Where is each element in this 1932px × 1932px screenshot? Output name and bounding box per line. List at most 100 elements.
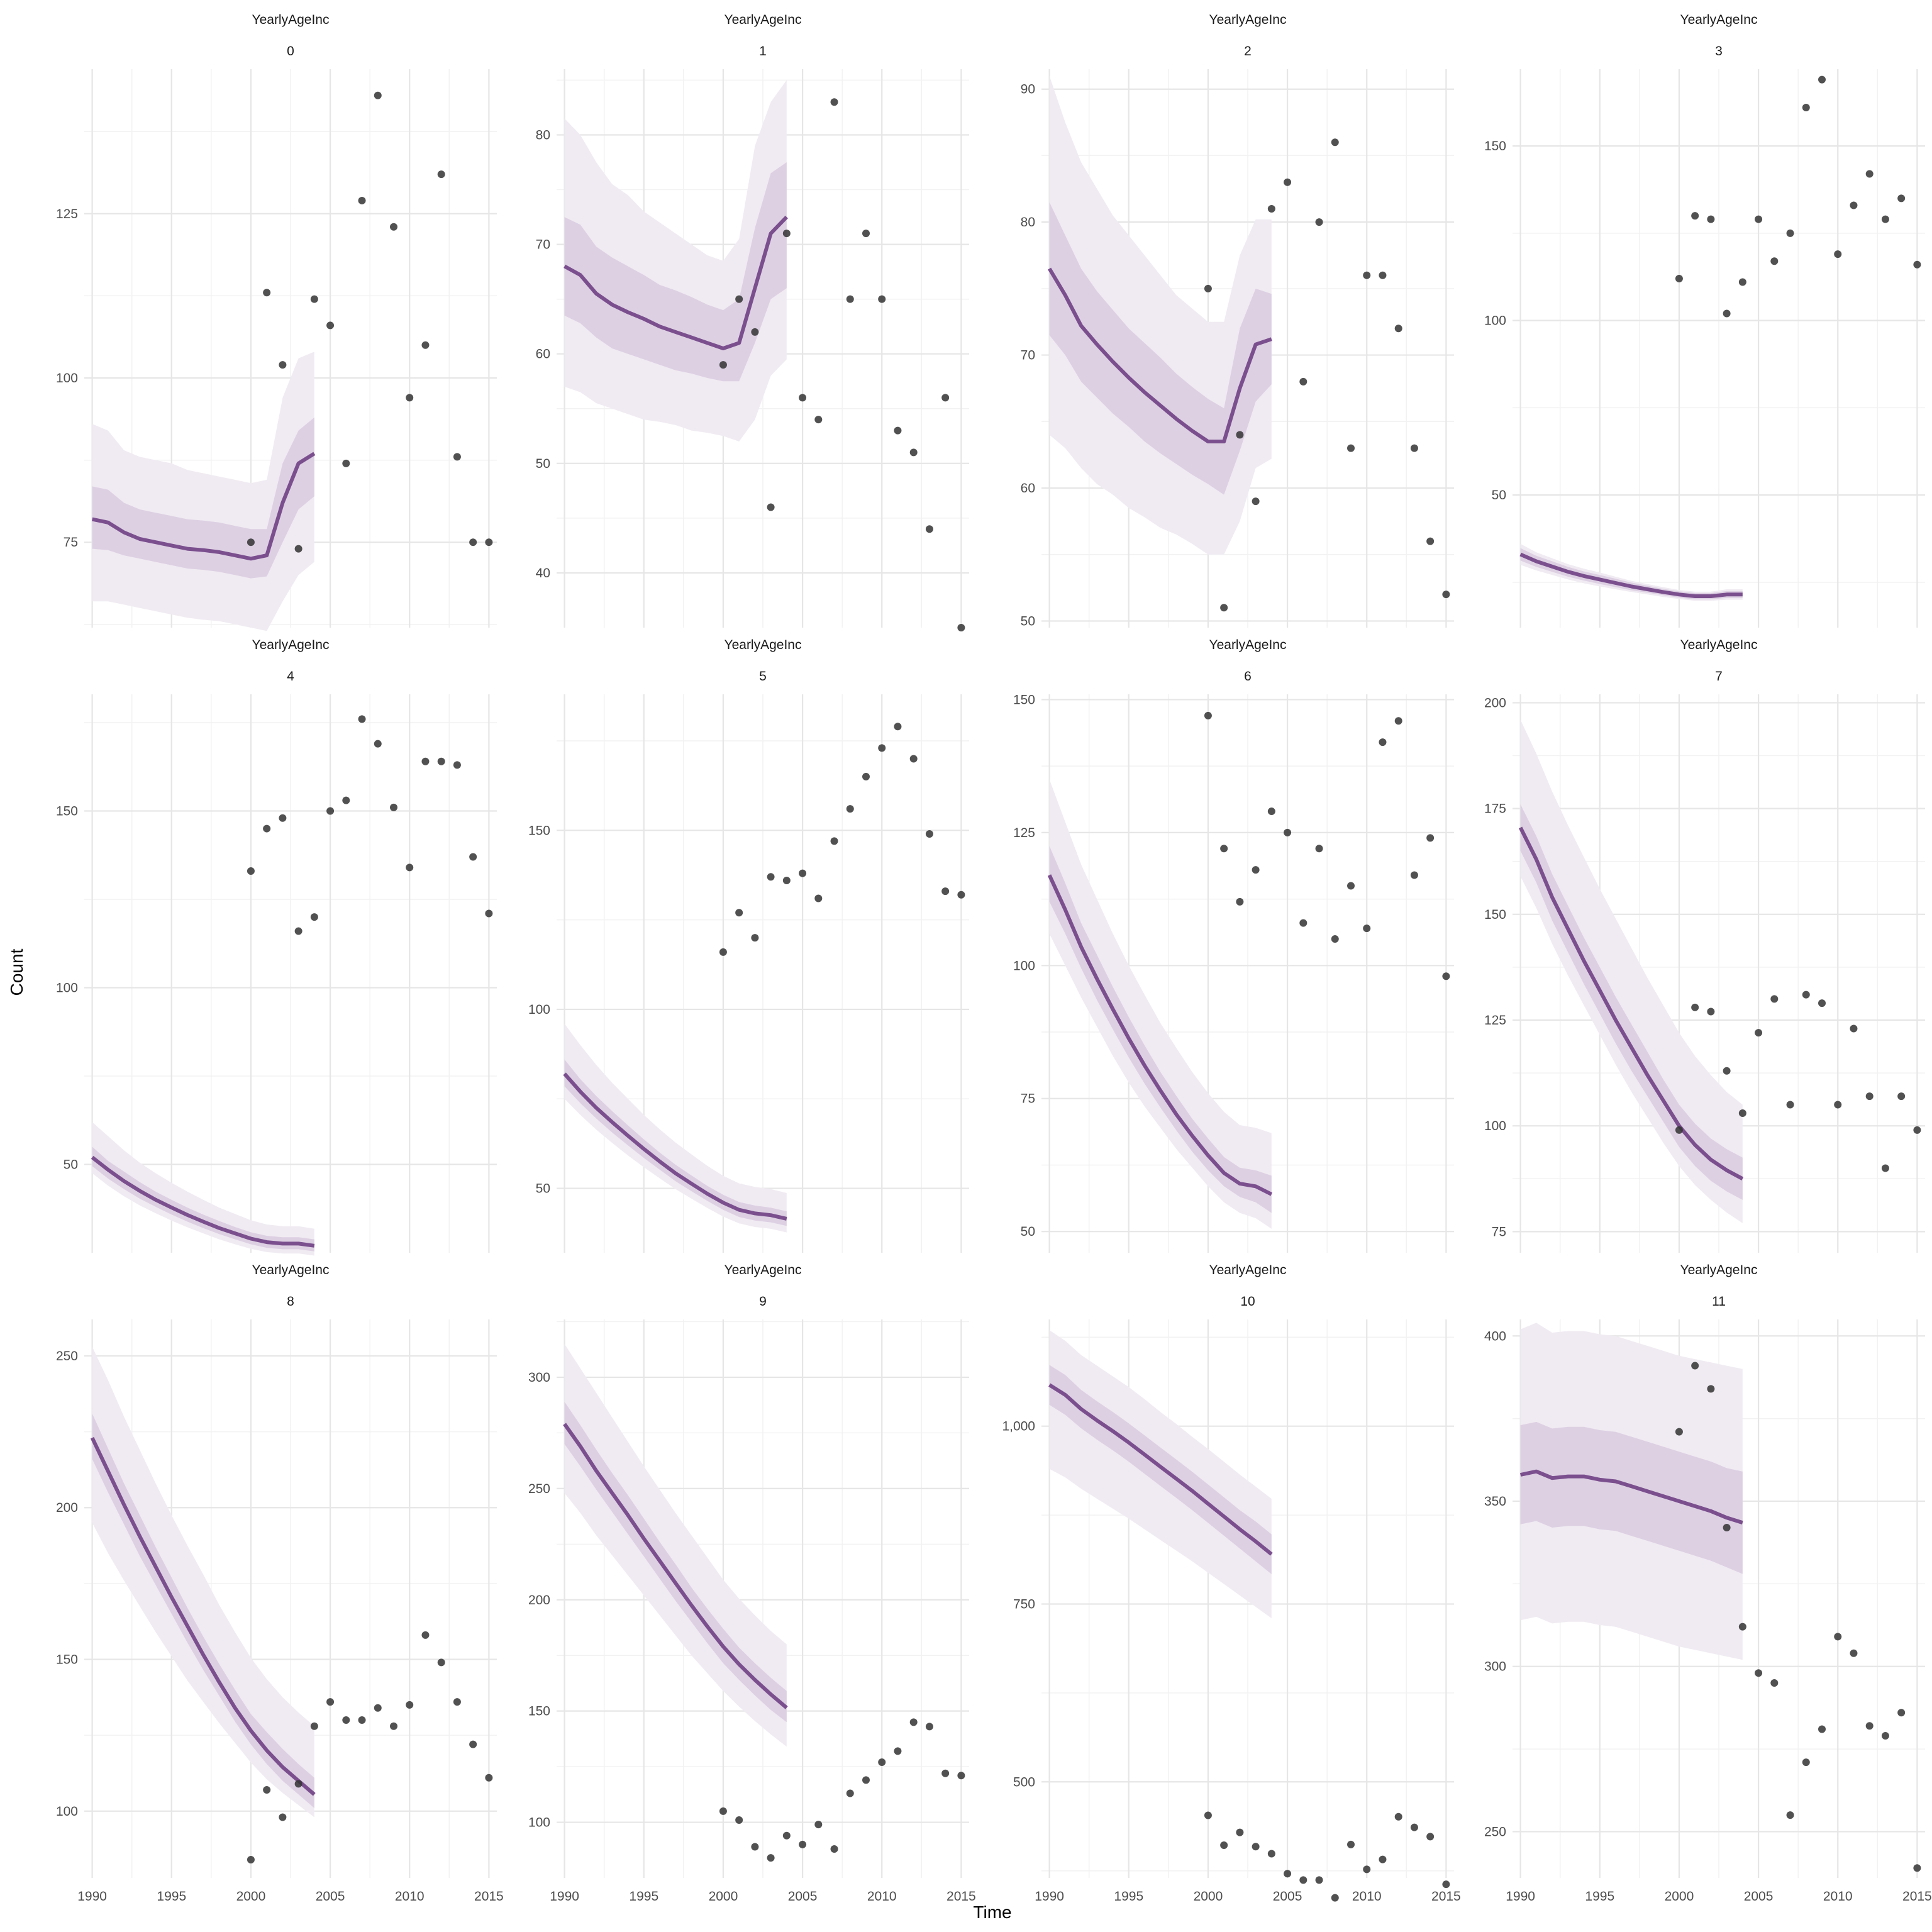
facet-strip-label: YearlyAgeInc	[724, 1263, 802, 1277]
y-tick-label: 90	[1021, 82, 1035, 97]
forecast-band-80	[1049, 202, 1272, 495]
observed-point	[263, 289, 271, 297]
observed-point	[1691, 1003, 1699, 1011]
observed-point	[925, 1723, 933, 1731]
observed-point	[485, 538, 493, 547]
facet-panel-2: YearlyAgeInc 2 50 60 70 80 90	[1021, 13, 1454, 628]
y-tick-label: 100	[1484, 1119, 1506, 1133]
observed-point	[1770, 1679, 1779, 1687]
forecast-band-80	[92, 1146, 314, 1252]
forecast-band-95	[1049, 779, 1272, 1229]
facet-strip-group: 2	[1244, 44, 1252, 58]
observed-point	[374, 740, 382, 748]
y-tick-label: 100	[56, 371, 78, 386]
y-tick-label: 150	[1013, 692, 1035, 707]
y-tick-label: 50	[64, 1157, 78, 1172]
y-tick-label: 50	[1021, 1224, 1035, 1239]
forecast-band-95	[92, 1346, 314, 1818]
x-tick-label: 2005	[1744, 1889, 1774, 1904]
y-tick-label: 150	[1484, 139, 1506, 153]
observed-point	[1363, 1865, 1371, 1874]
x-tick-label: 2000	[236, 1889, 266, 1904]
facet-strip-group: 10	[1240, 1294, 1255, 1309]
observed-point	[1755, 1029, 1763, 1037]
forecast-band-80	[1049, 846, 1272, 1213]
facet-strip-group: 6	[1244, 669, 1252, 684]
forecast-band-80	[564, 1401, 787, 1723]
observed-point	[374, 1704, 382, 1712]
observed-point	[1252, 866, 1260, 874]
y-axis-title: Count	[7, 948, 26, 996]
y-tick-label: 125	[56, 207, 78, 221]
y-tick-label: 250	[528, 1482, 550, 1496]
observed-point	[326, 321, 335, 330]
observed-point	[1331, 138, 1339, 147]
x-tick-label: 2015	[474, 1889, 504, 1904]
observed-point	[1755, 215, 1763, 223]
y-tick-label: 60	[1021, 481, 1035, 496]
facet-panel-7: YearlyAgeInc 7 75 100 125 150 175 200	[1484, 638, 1925, 1253]
observed-point	[1331, 935, 1339, 943]
observed-point	[782, 877, 791, 884]
observed-point	[1755, 1669, 1763, 1677]
x-tick-label: 2010	[1823, 1889, 1853, 1904]
observed-point	[1675, 275, 1683, 282]
observed-point	[1379, 1855, 1387, 1863]
observed-point	[406, 1701, 414, 1709]
forecast-mean-line	[1519, 552, 1743, 598]
observed-point	[846, 1789, 854, 1797]
observed-point	[957, 1772, 965, 1780]
y-tick-label: 1,000	[1002, 1419, 1035, 1434]
forecast-band-80	[92, 417, 314, 579]
observed-point	[1834, 250, 1842, 258]
observed-point	[469, 1740, 477, 1748]
observed-point	[1204, 284, 1212, 292]
y-tick-label: 80	[1021, 215, 1035, 230]
y-tick-label: 100	[528, 1816, 550, 1830]
observed-point	[862, 1776, 870, 1784]
observed-point	[1897, 194, 1906, 203]
x-tick-label: 2015	[1902, 1889, 1932, 1904]
observed-point	[1315, 218, 1323, 226]
y-tick-label: 200	[1484, 696, 1506, 710]
observed-point	[310, 913, 318, 921]
forecast-mean-line	[1519, 1469, 1743, 1524]
x-tick-label: 2005	[1273, 1889, 1302, 1904]
facet-strip-group: 9	[759, 1294, 767, 1309]
observed-point	[1738, 1623, 1746, 1631]
y-tick-label: 200	[56, 1501, 78, 1515]
observed-point	[799, 869, 807, 877]
observed-point	[294, 927, 303, 935]
observed-point	[1236, 1828, 1244, 1836]
observed-point	[1204, 1811, 1212, 1819]
forecast-band-95	[1520, 719, 1743, 1223]
x-tick-label: 2000	[1194, 1889, 1223, 1904]
observed-point	[1220, 1841, 1228, 1849]
observed-point	[1723, 309, 1731, 318]
observed-point	[453, 453, 461, 461]
facet-strip-label: YearlyAgeInc	[1209, 13, 1287, 27]
observed-point	[390, 1722, 397, 1730]
y-tick-label: 400	[1484, 1329, 1506, 1343]
facet-strip-group: 0	[287, 44, 294, 58]
observed-point	[1284, 1870, 1292, 1878]
y-tick-label: 300	[1484, 1660, 1506, 1674]
x-tick-label: 2005	[788, 1889, 818, 1904]
observed-point	[941, 394, 950, 402]
forecast-mean-line	[91, 452, 316, 561]
facet-strip-label: YearlyAgeInc	[1680, 1263, 1758, 1277]
facet-strip-label: YearlyAgeInc	[724, 638, 802, 652]
facet-strip-label: YearlyAgeInc	[1209, 638, 1287, 652]
forecast-band-80	[1049, 1365, 1272, 1574]
observed-point	[1802, 104, 1810, 112]
y-tick-label: 75	[64, 535, 78, 550]
observed-point	[782, 1831, 791, 1840]
facet-panel-3: YearlyAgeInc 3 50 100 150	[1484, 13, 1925, 628]
observed-point	[1707, 215, 1715, 223]
observed-point	[782, 230, 791, 238]
observed-point	[1347, 882, 1355, 890]
y-tick-label: 750	[1013, 1597, 1035, 1611]
forecast-band-80	[92, 1413, 314, 1808]
observed-point	[941, 1769, 950, 1777]
observed-point	[1738, 278, 1746, 286]
